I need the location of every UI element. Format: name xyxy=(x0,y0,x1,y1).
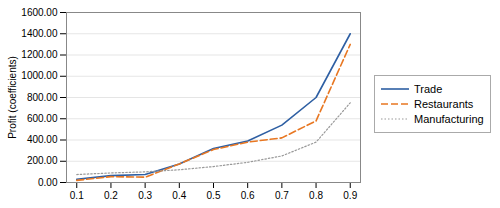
svg-text:0.6: 0.6 xyxy=(241,190,255,201)
svg-text:0.4: 0.4 xyxy=(172,190,186,201)
svg-text:1200.00: 1200.00 xyxy=(21,49,58,60)
svg-text:0.1: 0.1 xyxy=(70,190,84,201)
svg-text:0.8: 0.8 xyxy=(309,190,323,201)
svg-text:1400.00: 1400.00 xyxy=(21,28,58,39)
svg-text:200.00: 200.00 xyxy=(27,155,58,166)
svg-text:0.7: 0.7 xyxy=(275,190,289,201)
svg-text:0.2: 0.2 xyxy=(104,190,118,201)
svg-text:0.3: 0.3 xyxy=(138,190,152,201)
svg-text:1600.00: 1600.00 xyxy=(21,7,58,18)
svg-text:600.00: 600.00 xyxy=(27,113,58,124)
svg-text:1000.00: 1000.00 xyxy=(21,70,58,81)
svg-text:800.00: 800.00 xyxy=(27,92,58,103)
svg-text:Profit (coefficients): Profit (coefficients) xyxy=(7,56,18,139)
html-text:Restaurants: Restaurants xyxy=(414,98,474,110)
svg-text:0.00: 0.00 xyxy=(38,177,58,188)
html-text:Manufacturing: Manufacturing xyxy=(414,113,484,125)
svg-text:0.5: 0.5 xyxy=(207,190,221,201)
html-text:Trade: Trade xyxy=(414,83,443,95)
svg-text:0.9: 0.9 xyxy=(343,190,357,201)
svg-text:400.00: 400.00 xyxy=(27,134,58,145)
